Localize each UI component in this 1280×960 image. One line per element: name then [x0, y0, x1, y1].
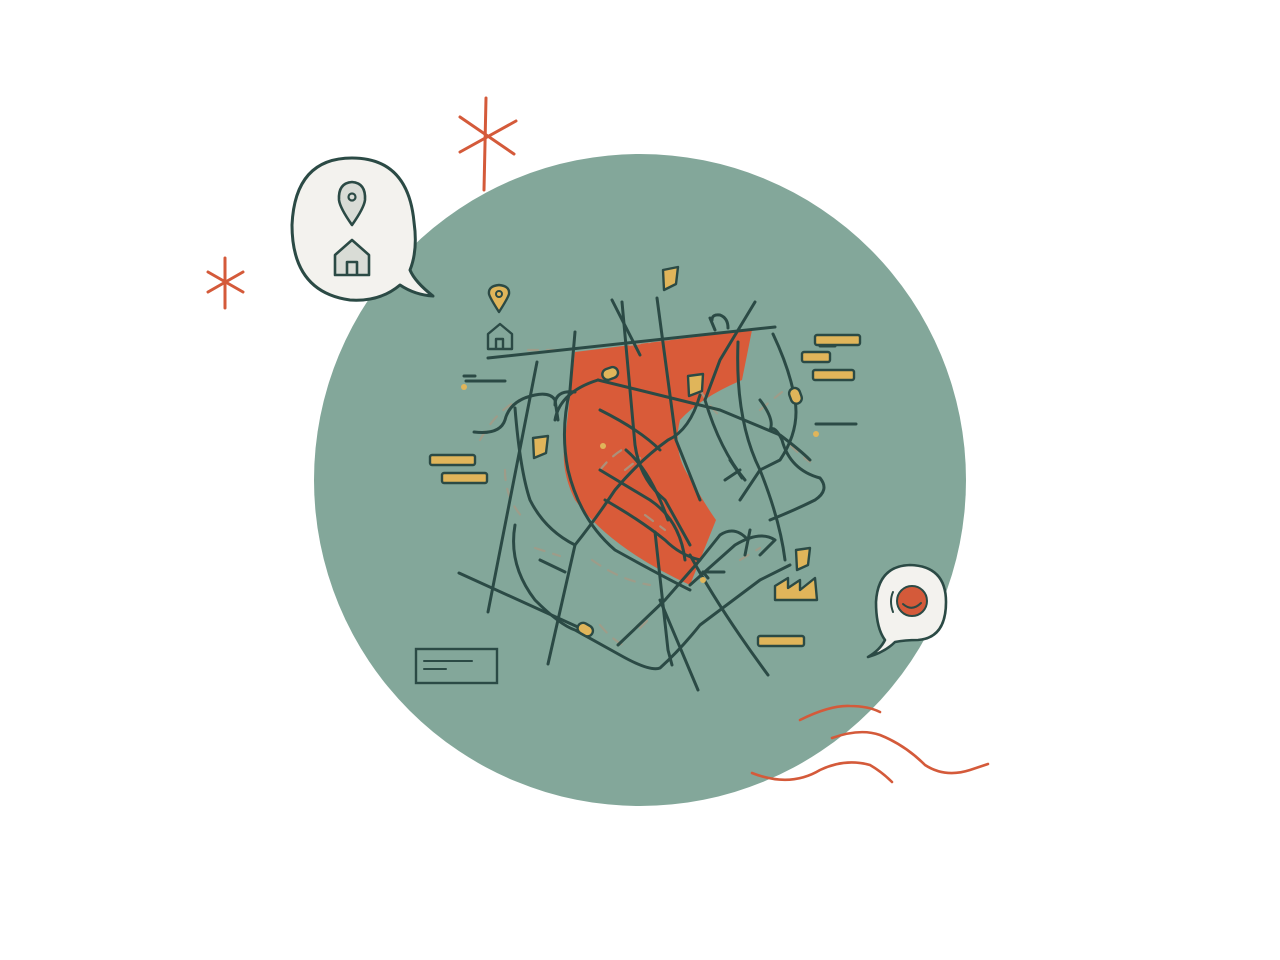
smiley-speech-bubble	[866, 563, 948, 659]
asterisk-sparkle-icon	[206, 256, 245, 310]
asterisk-sparkle-icon	[458, 96, 518, 192]
location-speech-bubble	[290, 156, 435, 302]
house-icon	[486, 322, 514, 351]
highlighted-district	[563, 330, 752, 585]
map-pin-icon	[487, 283, 511, 314]
map-marker	[486, 283, 514, 351]
smiley-face-icon	[896, 585, 928, 617]
house-icon	[333, 238, 371, 277]
building-blocks	[428, 265, 862, 648]
wavy-lines-icon	[750, 704, 990, 784]
map-legend-card	[414, 647, 499, 685]
road-capsules	[576, 365, 804, 638]
street-network	[457, 296, 858, 692]
factory-icon	[773, 576, 819, 602]
map-pin-icon	[337, 180, 367, 227]
